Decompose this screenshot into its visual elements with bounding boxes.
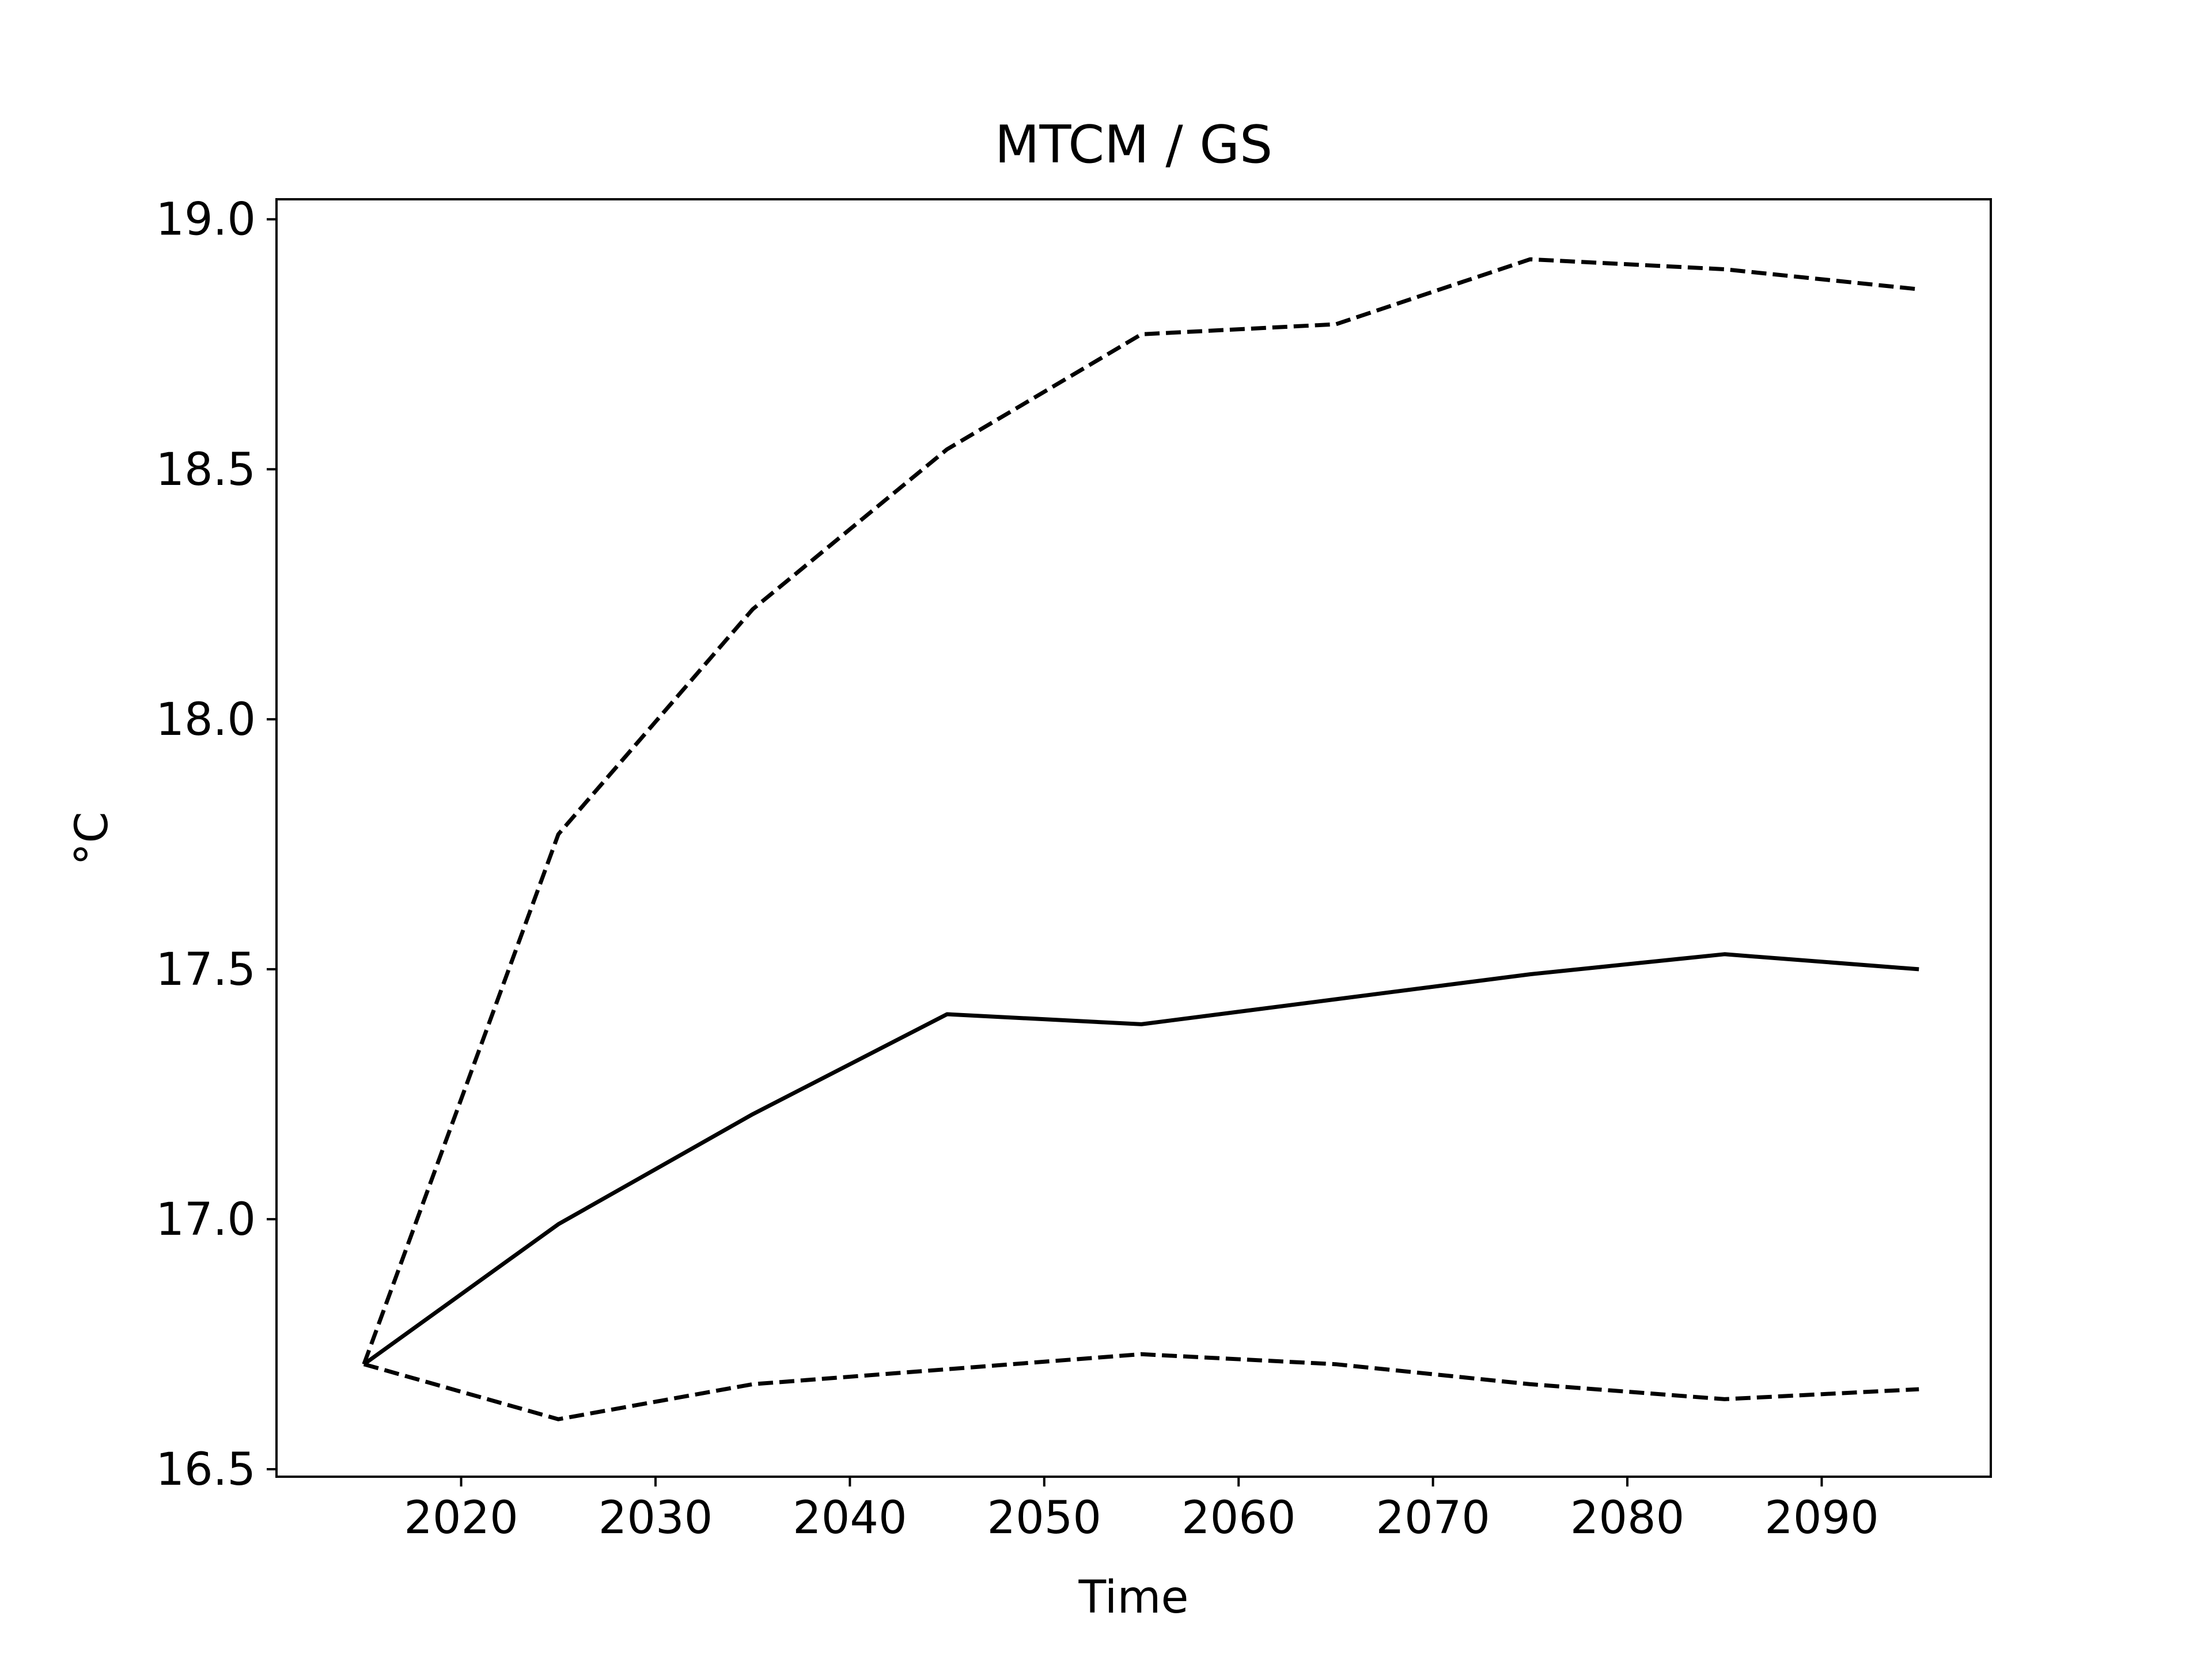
y-axis-ticks: 16.5 17.0 17.5 18.0 18.5 19.0 [156, 194, 276, 1496]
x-tick-label: 2070 [1376, 1492, 1490, 1544]
axes-frame [275, 198, 1992, 1478]
x-axis-label: Time [1078, 1572, 1189, 1624]
x-tick-label: 2020 [404, 1492, 518, 1544]
x-axis-ticks: 2020 2030 2040 2050 2060 2070 2080 2090 [404, 1477, 1879, 1544]
y-tick-label: 16.5 [156, 1444, 256, 1496]
x-tick-label: 2080 [1570, 1492, 1685, 1544]
x-tick-label: 2060 [1181, 1492, 1296, 1544]
chart-title: MTCM / GS [995, 115, 1272, 175]
x-tick-label: 2040 [793, 1492, 907, 1544]
x-tick-label: 2050 [987, 1492, 1102, 1544]
y-tick-label: 17.0 [156, 1194, 256, 1246]
y-tick-label: 19.0 [156, 194, 256, 246]
y-tick-label: 18.5 [156, 444, 256, 496]
series-line-3-dashed [363, 1352, 1919, 1421]
plot-lines [362, 257, 1919, 1421]
series-line-2-solid [362, 952, 1919, 1366]
y-tick-label: 17.5 [156, 944, 256, 996]
y-tick-label: 18.0 [156, 694, 256, 746]
x-tick-label: 2090 [1764, 1492, 1879, 1544]
x-tick-label: 2030 [599, 1492, 713, 1544]
series-line-1-dashed [362, 257, 1919, 1365]
y-axis-label: °C [66, 811, 118, 865]
